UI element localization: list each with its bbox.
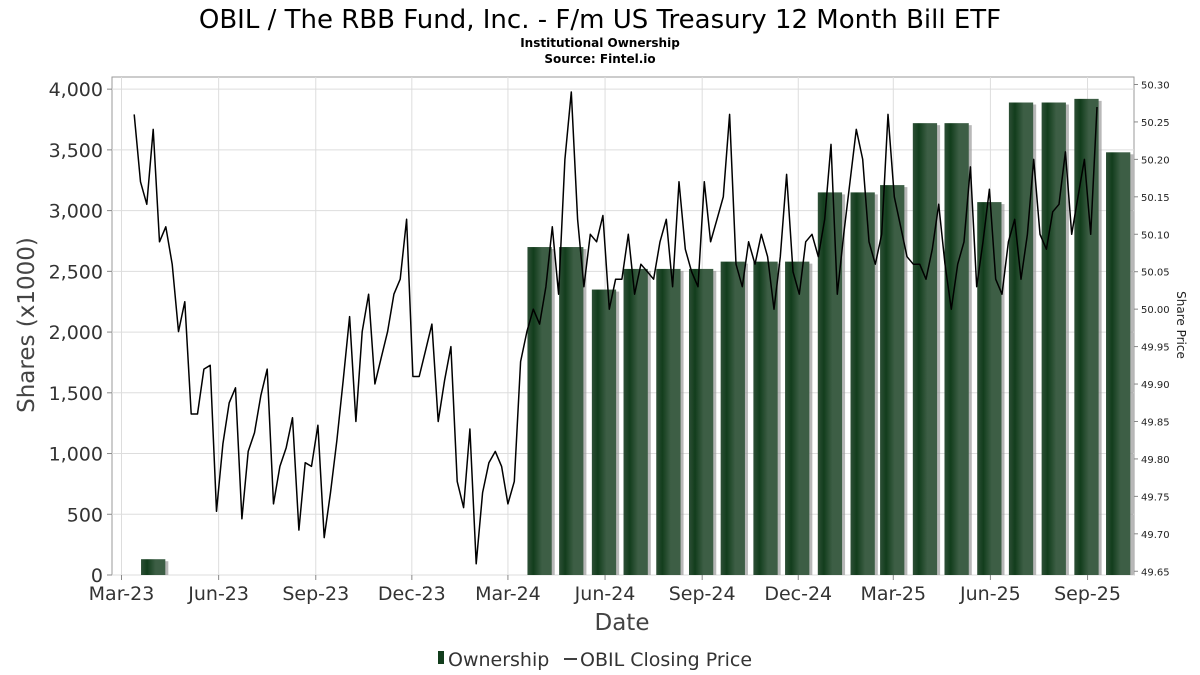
y-right-tick-label: 49.65 xyxy=(1141,567,1170,578)
ownership-bar-body xyxy=(1074,98,1099,576)
legend-price-label: OBIL Closing Price xyxy=(580,649,752,671)
ownership-bar-body xyxy=(880,185,905,576)
ownership-bar xyxy=(559,247,587,576)
chart-source: Source: Fintel.io xyxy=(544,52,655,66)
ownership-bar-body xyxy=(753,261,778,575)
x-tick-label: Sep-24 xyxy=(669,583,736,605)
ownership-bar-body xyxy=(912,123,938,575)
y-right-tick-label: 50.15 xyxy=(1141,193,1170,204)
ownership-bar xyxy=(1041,102,1069,575)
y-tick-label: 1,000 xyxy=(49,444,103,466)
y-right-tick-label: 50.05 xyxy=(1141,268,1170,279)
ownership-bar xyxy=(912,123,941,575)
ownership-bar-body xyxy=(688,268,714,575)
y-tick-label: 2,000 xyxy=(49,322,103,344)
y-right-tick-label: 49.95 xyxy=(1141,343,1170,354)
ownership-bar xyxy=(591,289,620,575)
price-line xyxy=(133,91,1098,565)
ownership-bar xyxy=(527,247,555,576)
y-tick-label: 2,500 xyxy=(49,261,103,283)
ownership-bar xyxy=(880,185,908,576)
ownership-bar-body xyxy=(977,202,1002,576)
ownership-bar xyxy=(850,192,878,575)
ownership-bar-body xyxy=(591,289,617,575)
y-tick-label: 500 xyxy=(67,504,103,526)
ownership-bar-body xyxy=(623,268,648,575)
ownership-bar-body xyxy=(785,261,810,575)
ownership-bar xyxy=(688,268,717,575)
y-tick-label: 3,000 xyxy=(49,201,103,223)
ownership-bar-body xyxy=(656,268,681,575)
y-right-tick-label: 50.10 xyxy=(1141,230,1170,241)
ownership-bar xyxy=(785,261,813,575)
chart-title: OBIL / The RBB Fund, Inc. - F/m US Treas… xyxy=(199,5,1001,35)
ownership-bar xyxy=(753,261,781,575)
ownership-bar-body xyxy=(850,192,875,575)
y-tick-label: 0 xyxy=(91,565,103,587)
y-axis-right: 49.65 49.70 49.75 49.80 49.85 49.90 49.95 50.00… xyxy=(1134,80,1170,578)
x-tick-label: Mar-25 xyxy=(860,583,926,605)
ownership-bar xyxy=(817,192,846,575)
ownership-bar xyxy=(623,268,651,575)
ownership-bar-body xyxy=(944,123,969,575)
ownership-bars xyxy=(141,98,1134,576)
y-tick-label: 1,500 xyxy=(49,383,103,405)
y-axis-right-title: Share Price xyxy=(1174,291,1188,359)
legend-ownership-label: Ownership xyxy=(448,649,549,671)
x-tick-label: Sep-23 xyxy=(282,583,349,605)
y-tick-label: 4,000 xyxy=(49,79,103,101)
ownership-bar-body xyxy=(559,247,584,576)
x-tick-label: Jun-24 xyxy=(574,583,636,605)
y-right-tick-label: 50.25 xyxy=(1141,118,1170,129)
y-right-tick-label: 50.00 xyxy=(1141,305,1170,316)
chart-subtitle: Institutional Ownership xyxy=(520,36,680,50)
ownership-bar-body xyxy=(141,559,166,575)
legend: Ownership OBIL Closing Price xyxy=(438,649,752,671)
y-tick-label: 3,500 xyxy=(49,140,103,162)
ownership-bar-body xyxy=(817,192,843,575)
ownership-bar xyxy=(977,202,1005,576)
x-tick-label: Dec-24 xyxy=(764,583,832,605)
y-axis-title: Shares (x1000) xyxy=(14,237,40,413)
y-axis-left: 0 500 1,000 1,500 2,000 2,500 3,000 3,500 4,000 xyxy=(49,79,112,587)
ownership-bar-body xyxy=(720,261,745,575)
x-tick-label: Dec-23 xyxy=(378,583,446,605)
x-tick-label: Jun-25 xyxy=(959,583,1021,605)
x-tick-label: Mar-23 xyxy=(89,583,155,605)
legend-ownership-swatch xyxy=(438,651,444,664)
y-right-tick-label: 49.90 xyxy=(1141,380,1170,391)
price-line-group xyxy=(133,91,1098,565)
y-right-tick-label: 50.30 xyxy=(1141,80,1170,91)
y-right-tick-label: 50.20 xyxy=(1141,155,1170,166)
y-right-tick-label: 49.70 xyxy=(1141,530,1170,541)
x-axis: Mar-23 Jun-23 Sep-23 Dec-23 Mar-24 Jun-24 Sep-… xyxy=(89,575,1121,605)
ownership-bar xyxy=(141,559,169,575)
x-tick-label: Mar-24 xyxy=(475,583,541,605)
x-axis-title: Date xyxy=(595,610,650,636)
ownership-bar xyxy=(720,261,748,575)
ownership-bar xyxy=(1106,152,1134,575)
x-tick-label: Sep-25 xyxy=(1054,583,1121,605)
ownership-bar xyxy=(656,268,684,575)
ownership-bar-body xyxy=(1106,152,1131,575)
ownership-bar xyxy=(1074,98,1102,576)
ownership-bar-body xyxy=(527,247,552,576)
ownership-bar xyxy=(944,123,972,575)
y-right-tick-label: 49.85 xyxy=(1141,417,1170,428)
x-tick-label: Jun-23 xyxy=(187,583,249,605)
ownership-bar-body xyxy=(1008,102,1034,575)
y-right-tick-label: 49.75 xyxy=(1141,492,1170,503)
y-right-tick-label: 49.80 xyxy=(1141,455,1170,466)
